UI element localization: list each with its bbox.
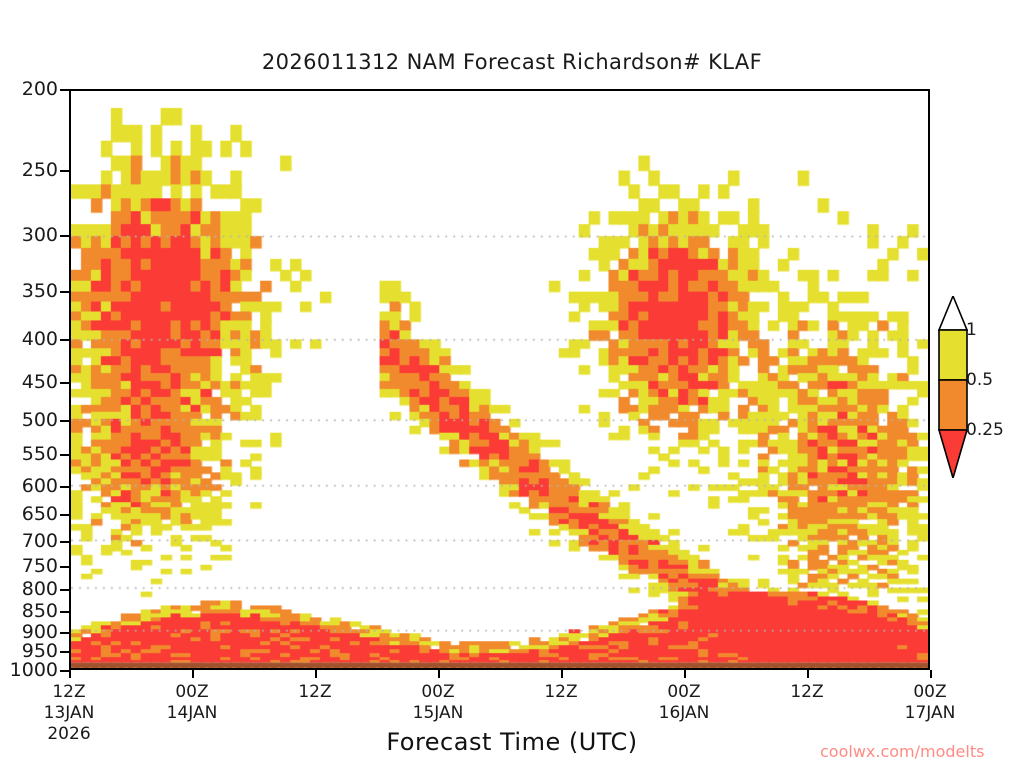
y-tick-mark <box>60 291 69 294</box>
y-tick-mark <box>60 670 69 672</box>
x-tick-mark <box>930 670 932 678</box>
y-tick-mark <box>60 485 69 488</box>
y-tick-mark <box>60 611 69 614</box>
y-tick-mark <box>60 514 69 517</box>
x-tick-mark <box>192 670 194 678</box>
x-tick-mark <box>561 670 563 678</box>
y-tick-label: 400 <box>21 328 58 351</box>
colorbar-tick-label: 0.5 <box>966 370 994 390</box>
y-tick-label: 550 <box>21 443 58 466</box>
colorbar-tick-label: 1 <box>966 320 977 340</box>
x-tick-label: 00Z 15JAN <box>412 682 464 723</box>
chart-title: 2026011312 NAM Forecast Richardson# KLAF <box>261 50 763 74</box>
y-tick-mark <box>60 589 69 592</box>
x-tick-label: 12Z 13JAN 2026 <box>43 682 95 744</box>
y-tick-label: 700 <box>21 530 58 553</box>
x-axis-title: Forecast Time (UTC) <box>386 728 638 756</box>
y-tick-mark <box>60 339 69 342</box>
y-tick-mark <box>60 89 69 91</box>
y-tick-label: 650 <box>21 503 58 526</box>
colorbar-extend-bottom <box>937 429 969 478</box>
x-tick-label: 12Z <box>544 682 578 702</box>
x-tick-label: 12Z <box>790 682 824 702</box>
y-tick-mark <box>60 566 69 569</box>
x-tick-label: 00Z 16JAN <box>658 682 710 723</box>
y-tick-label: 500 <box>21 408 58 431</box>
y-tick-label: 1000 <box>9 659 58 681</box>
x-tick-mark <box>438 670 440 678</box>
y-tick-mark <box>60 169 69 172</box>
colorbar-band-orange <box>938 379 968 431</box>
y-tick-label: 350 <box>21 280 58 303</box>
x-tick-label: 00Z 17JAN <box>904 682 956 723</box>
y-tick-mark <box>60 419 69 422</box>
y-tick-label: 800 <box>21 578 58 601</box>
y-tick-mark <box>60 235 69 238</box>
y-tick-label: 200 <box>21 78 58 100</box>
y-tick-label: 750 <box>21 555 58 578</box>
y-tick-label: 900 <box>21 620 58 643</box>
branding-watermark: coolwx.com/modelts <box>820 742 985 761</box>
x-tick-mark <box>69 670 71 678</box>
y-tick-label: 300 <box>21 224 58 247</box>
y-tick-mark <box>60 541 69 544</box>
y-tick-label: 250 <box>21 158 58 181</box>
colorbar-band-yellow <box>938 329 968 381</box>
colorbar <box>937 296 969 478</box>
y-tick-mark <box>60 631 69 634</box>
y-tick-label: 950 <box>21 640 58 663</box>
x-tick-mark <box>315 670 317 678</box>
x-tick-mark <box>807 670 809 678</box>
y-tick-label: 600 <box>21 474 58 497</box>
colorbar-tick-label: 0.25 <box>966 420 1004 440</box>
y-tick-label: 850 <box>21 600 58 623</box>
y-tick-label: 450 <box>21 370 58 393</box>
heatmap-canvas <box>71 91 928 668</box>
x-tick-label: 00Z 14JAN <box>166 682 218 723</box>
plot-area <box>69 89 930 670</box>
x-tick-label: 12Z <box>298 682 332 702</box>
y-tick-mark <box>60 651 69 654</box>
y-tick-mark <box>60 381 69 384</box>
y-tick-mark <box>60 454 69 457</box>
x-tick-mark <box>684 670 686 678</box>
colorbar-extend-top <box>937 296 969 331</box>
